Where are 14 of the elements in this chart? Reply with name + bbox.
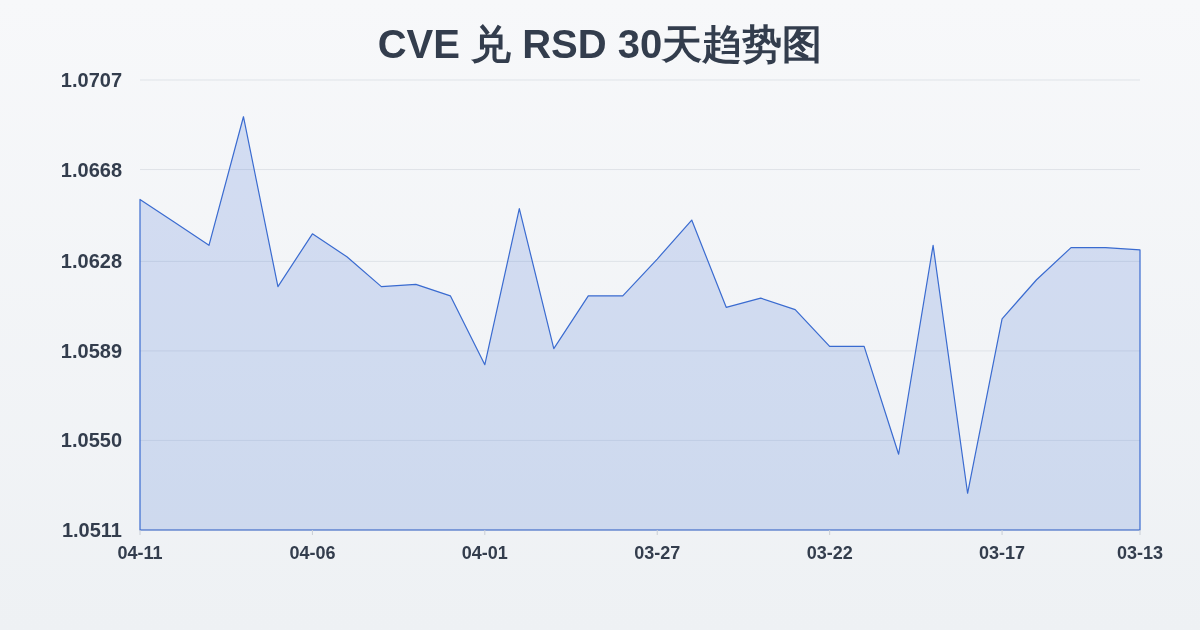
x-tick-label: 03-27 xyxy=(634,543,681,563)
x-tick-label: 03-17 xyxy=(979,543,1026,563)
x-tick-label: 03-13 xyxy=(1116,543,1164,563)
x-tick-label: 04-11 xyxy=(117,543,163,563)
x-tick-label: 04-06 xyxy=(289,543,336,563)
x-tick-label: 03-22 xyxy=(806,543,853,563)
x-tick-label: 04-01 xyxy=(461,543,508,563)
chart-title: CVE 兑 RSD 30天趋势图 xyxy=(377,22,823,66)
y-tick-label: 1.0511 xyxy=(61,519,122,541)
y-tick-label: 1.0589 xyxy=(60,339,122,362)
y-tick-label: 1.0707 xyxy=(60,69,122,91)
y-tick-label: 1.0628 xyxy=(60,250,122,273)
y-tick-label: 1.0550 xyxy=(60,429,122,452)
y-tick-label: 1.0668 xyxy=(60,158,122,181)
